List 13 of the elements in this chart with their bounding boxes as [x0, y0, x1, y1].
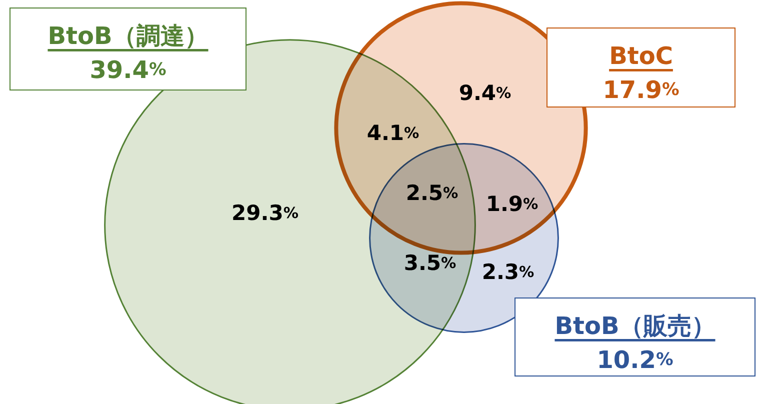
data-label: 39.4% [90, 56, 166, 84]
text: 2.3% [482, 260, 534, 284]
text: 2.5% [406, 181, 458, 205]
text: 1.9% [486, 192, 538, 216]
category-label: BtoB（販売） [554, 312, 716, 340]
data-label: 10.2% [596, 346, 674, 374]
category-label: BtoB（調達） [48, 22, 208, 50]
data-label: 17.9% [602, 76, 680, 104]
text: 29.3% [232, 201, 298, 225]
text: 3.5% [404, 251, 456, 275]
category-label: BtoC [609, 42, 673, 70]
text: 4.1% [366, 121, 420, 145]
text: 9.4% [458, 81, 512, 105]
